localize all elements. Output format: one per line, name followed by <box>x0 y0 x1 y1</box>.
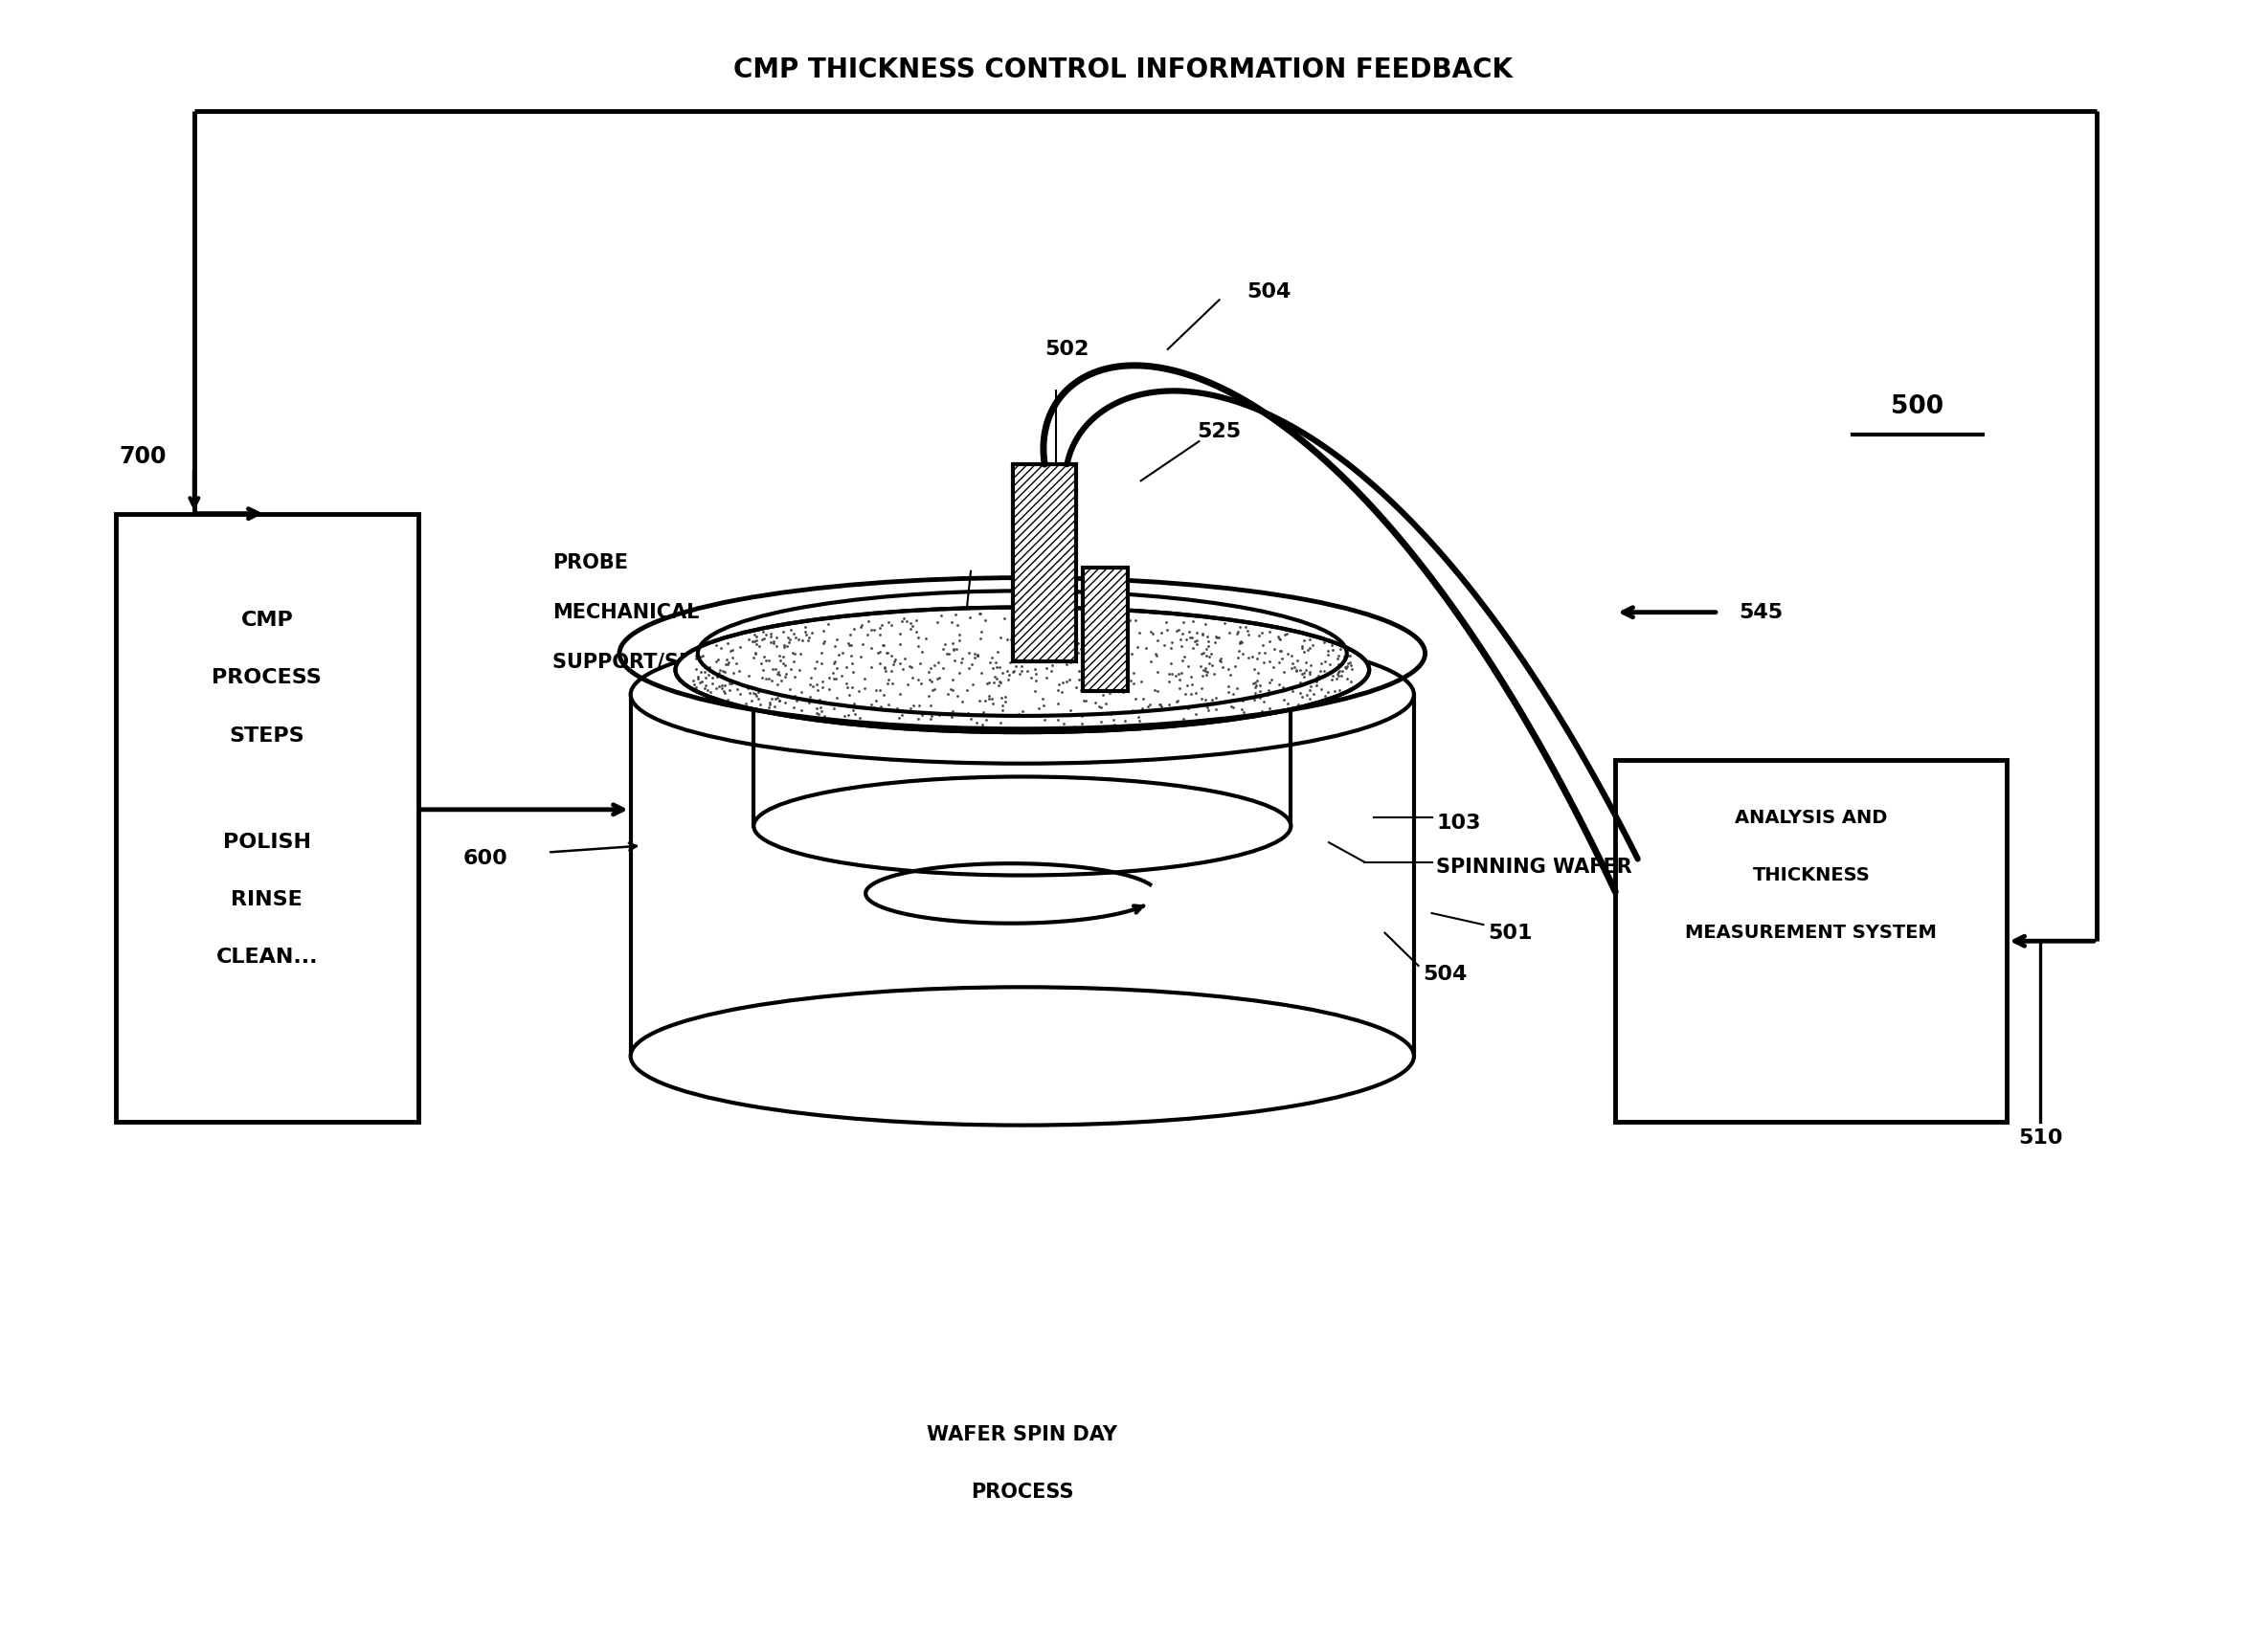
Text: PROCESS: PROCESS <box>211 669 321 687</box>
Text: 103: 103 <box>1437 813 1480 833</box>
Text: 501: 501 <box>1487 923 1532 942</box>
Text: THICKNESS: THICKNESS <box>1752 866 1871 884</box>
Text: SPINNING WAFER: SPINNING WAFER <box>1437 857 1633 877</box>
Text: PROCESS: PROCESS <box>970 1482 1074 1502</box>
Ellipse shape <box>755 776 1291 876</box>
Text: MEASUREMENT SYSTEM: MEASUREMENT SYSTEM <box>1684 923 1936 942</box>
Text: PROBE: PROBE <box>553 553 629 573</box>
Ellipse shape <box>631 626 1415 763</box>
Text: SUPPORT/SPRAY LID: SUPPORT/SPRAY LID <box>553 653 779 671</box>
Text: 500: 500 <box>1891 395 1943 420</box>
Ellipse shape <box>755 629 1291 727</box>
Text: 502: 502 <box>1044 340 1089 358</box>
Text: RINSE: RINSE <box>231 890 303 910</box>
Bar <box>1615 760 2008 1122</box>
Text: MECHANICAL: MECHANICAL <box>553 603 699 621</box>
Text: CMP THICKNESS CONTROL INFORMATION FEEDBACK: CMP THICKNESS CONTROL INFORMATION FEEDBA… <box>734 56 1512 83</box>
Text: WAFER SPIN DAY: WAFER SPIN DAY <box>928 1424 1119 1444</box>
Text: 525: 525 <box>1197 421 1242 441</box>
Text: 504: 504 <box>1247 282 1291 301</box>
Text: 545: 545 <box>1738 603 1783 621</box>
Ellipse shape <box>631 988 1415 1125</box>
Text: 700: 700 <box>119 444 166 468</box>
Text: 504: 504 <box>1424 965 1467 983</box>
Bar <box>1013 464 1076 661</box>
Text: STEPS: STEPS <box>229 725 305 745</box>
Text: 600: 600 <box>463 849 508 869</box>
Bar <box>117 514 418 1122</box>
Text: CLEAN...: CLEAN... <box>216 948 319 966</box>
Bar <box>1083 568 1127 691</box>
Ellipse shape <box>676 608 1370 732</box>
Text: 506: 506 <box>1202 641 1247 659</box>
Text: ANALYSIS AND: ANALYSIS AND <box>1734 809 1887 828</box>
Text: 510: 510 <box>2019 1128 2062 1148</box>
Text: CMP: CMP <box>240 611 294 629</box>
Text: POLISH: POLISH <box>222 833 310 852</box>
